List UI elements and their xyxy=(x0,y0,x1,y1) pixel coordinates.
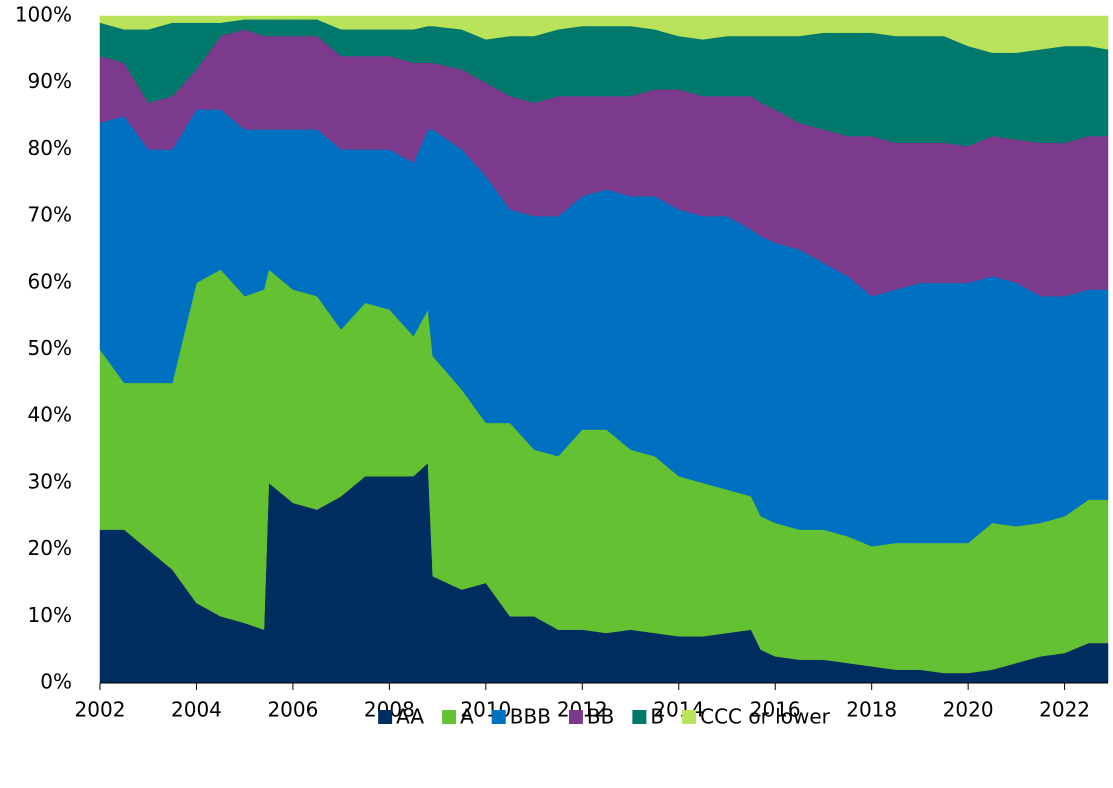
y-tick-label: 70% xyxy=(28,203,72,227)
legend-swatch xyxy=(568,710,583,724)
y-tick-label: 20% xyxy=(28,536,72,560)
legend-label: BBB xyxy=(510,705,551,729)
x-tick-label: 2020 xyxy=(943,698,994,722)
y-tick-label: 40% xyxy=(28,403,72,427)
y-tick-label: 80% xyxy=(28,136,72,160)
x-tick-label: 2004 xyxy=(171,698,222,722)
legend-swatch xyxy=(442,710,457,724)
y-tick-label: 90% xyxy=(28,69,72,93)
x-tick-label: 2016 xyxy=(750,698,801,722)
x-tick-label: 2006 xyxy=(267,698,318,722)
y-tick-label: 100% xyxy=(15,3,72,27)
legend-label: AA xyxy=(396,705,424,729)
y-tick-label: 10% xyxy=(28,603,72,627)
legend-swatch xyxy=(632,710,647,724)
legend-label: BB xyxy=(587,705,614,729)
x-tick-label: 2018 xyxy=(846,698,897,722)
legend-label: A xyxy=(460,705,474,729)
legend-swatch xyxy=(491,710,506,724)
legend-label: B xyxy=(650,705,664,729)
legend-label: CCC or lower xyxy=(700,705,831,729)
y-tick-label: 0% xyxy=(40,670,72,694)
legend-swatch xyxy=(682,710,697,724)
legend-swatch xyxy=(378,710,393,724)
y-tick-label: 60% xyxy=(28,269,72,293)
y-tick-label: 30% xyxy=(28,469,72,493)
x-tick-label: 2002 xyxy=(75,698,126,722)
area xyxy=(99,15,1109,53)
x-tick-label: 2022 xyxy=(1039,698,1090,722)
y-tick-label: 50% xyxy=(28,336,72,360)
